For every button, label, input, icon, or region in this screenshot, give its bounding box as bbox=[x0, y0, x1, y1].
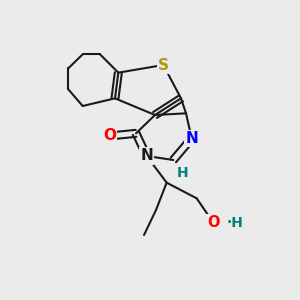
Text: H: H bbox=[177, 166, 188, 180]
Text: N: N bbox=[185, 131, 198, 146]
Text: N: N bbox=[140, 148, 153, 164]
Text: O: O bbox=[103, 128, 116, 143]
Text: O: O bbox=[207, 215, 220, 230]
Text: ·H: ·H bbox=[226, 216, 243, 230]
Text: S: S bbox=[158, 58, 169, 73]
